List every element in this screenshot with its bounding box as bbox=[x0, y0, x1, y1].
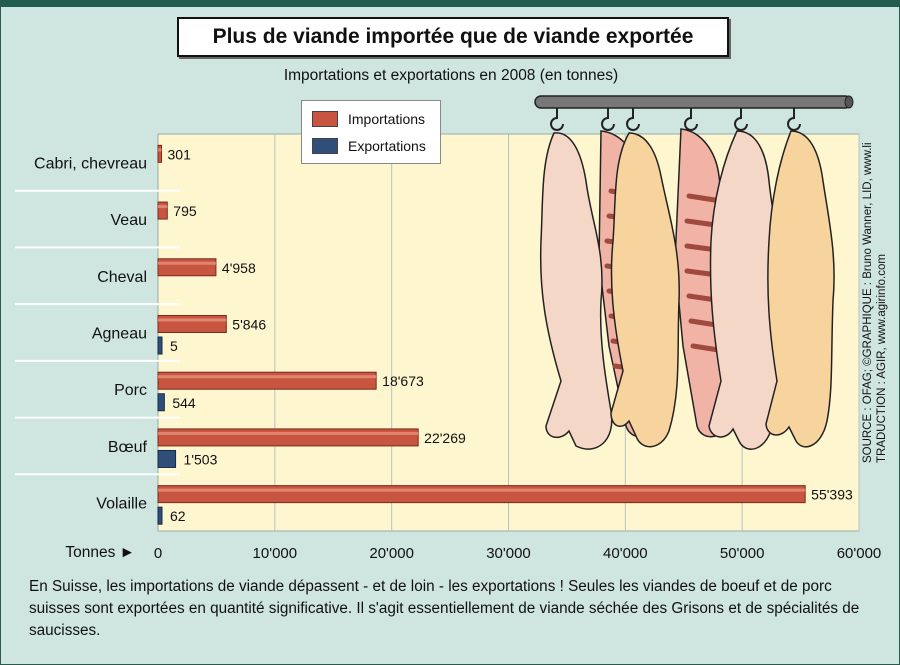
data-label-importations: 18'673 bbox=[382, 373, 424, 389]
hanging-meat-illustration bbox=[534, 95, 854, 450]
category-label: Veau bbox=[111, 212, 147, 229]
data-label-importations: 301 bbox=[168, 146, 192, 162]
x-tick-label: 60'000 bbox=[837, 545, 882, 562]
category-label: Volaille bbox=[96, 496, 147, 513]
x-tick-label: 0 bbox=[154, 545, 162, 562]
data-label-importations: 22'269 bbox=[424, 430, 466, 446]
bar-importations bbox=[157, 371, 377, 390]
chart-subtitle: Importations et exportations en 2008 (en… bbox=[283, 67, 619, 84]
bar-exportations bbox=[157, 506, 163, 525]
category-label: Bœuf bbox=[108, 439, 148, 456]
x-tick-label: 40'000 bbox=[603, 545, 648, 562]
legend-label-exportations: Exportations bbox=[348, 138, 426, 154]
bar-highlight bbox=[158, 205, 168, 209]
x-tick-label: 30'000 bbox=[486, 545, 531, 562]
legend-swatch-exportations bbox=[312, 138, 338, 154]
data-label-exportations: 62 bbox=[170, 508, 186, 524]
legend-item-exportations: Exportations bbox=[312, 136, 426, 156]
bar-highlight bbox=[158, 318, 227, 322]
x-tick-label: 50'000 bbox=[720, 545, 765, 562]
bar-importations bbox=[157, 428, 419, 447]
legend-item-importations: Importations bbox=[312, 109, 425, 129]
legend-swatch-importations bbox=[312, 111, 338, 127]
chart-legend: Importations Exportations bbox=[301, 100, 441, 164]
category-label: Cheval bbox=[97, 269, 147, 286]
data-label-exportations: 1'503 bbox=[184, 451, 218, 467]
bar-importations bbox=[157, 314, 227, 333]
bar-highlight bbox=[158, 148, 162, 152]
bar-exportations bbox=[157, 449, 177, 468]
bar-importations bbox=[157, 258, 217, 277]
page-title: Plus de viande importée que de viande ex… bbox=[212, 25, 694, 48]
bar-highlight bbox=[158, 431, 419, 435]
x-axis-label: Tonnes ► bbox=[65, 544, 135, 561]
data-label-importations: 5'846 bbox=[232, 316, 266, 332]
bar-importations bbox=[157, 201, 168, 220]
data-label-importations: 55'393 bbox=[811, 487, 853, 503]
source-line-1: SOURCE : OFAG; ©GRAPHIQUE : Bruno Wanner… bbox=[862, 143, 874, 463]
bar-exportations bbox=[157, 393, 165, 412]
source-line-2: TRADUCTION : AGIR, www.agirinfo.com bbox=[876, 254, 888, 463]
category-label: Cabri, chevreau bbox=[34, 155, 147, 172]
legend-label-importations: Importations bbox=[348, 111, 426, 127]
bar-importations bbox=[157, 485, 806, 504]
bar-highlight bbox=[158, 488, 806, 492]
x-tick-label: 20'000 bbox=[369, 545, 414, 562]
data-label-exportations: 5 bbox=[170, 338, 178, 354]
source-credit: SOURCE : OFAG; ©GRAPHIQUE : Bruno Wanner… bbox=[857, 121, 891, 463]
data-label-importations: 795 bbox=[173, 203, 197, 219]
title-box: Plus de viande importée que de viande ex… bbox=[177, 17, 729, 57]
category-label: Agneau bbox=[92, 326, 147, 343]
x-tick-label: 10'000 bbox=[253, 545, 298, 562]
top-bar bbox=[1, 1, 899, 7]
category-label: Porc bbox=[114, 382, 147, 399]
caption-text: En Suisse, les importations de viande dé… bbox=[29, 578, 860, 639]
bar-exportations bbox=[157, 336, 163, 355]
data-label-importations: 4'958 bbox=[222, 260, 256, 276]
bar-highlight bbox=[158, 261, 216, 265]
bar-importations bbox=[157, 144, 163, 163]
bar-highlight bbox=[158, 375, 377, 379]
data-label-exportations: 544 bbox=[172, 395, 196, 411]
